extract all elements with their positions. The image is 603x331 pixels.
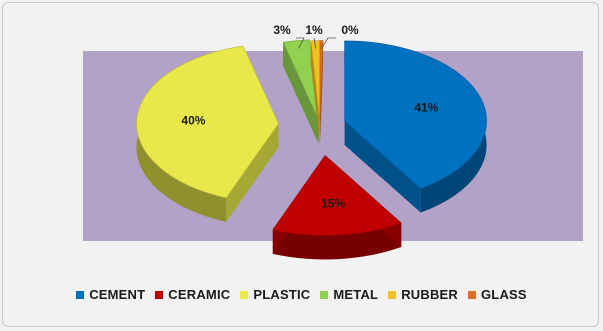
data-label-metal: 3% [273,23,291,37]
data-label-rubber: 1% [305,23,323,37]
legend-label-metal: METAL [333,287,379,302]
legend-label-rubber: RUBBER [401,287,458,302]
legend-label-ceramic: CERAMIC [168,287,231,302]
data-label-plastic: 40% [181,114,205,128]
legend-swatch-cement [76,290,85,299]
pie-slice-ceramic [272,155,402,260]
legend-swatch-ceramic [155,290,164,299]
pie-slice-top-plastic [136,45,279,199]
legend-item-metal: METAL [320,287,378,302]
legend-item-glass: GLASS [468,287,527,302]
pie-slice-edge-rubber-0 [310,40,320,145]
legend-swatch-metal [320,290,329,299]
leader-line-glass [321,37,336,49]
pie-slice-top-metal [282,39,319,120]
legend-swatch-rubber [388,290,397,299]
pie-slice-edge-plastic-0 [226,123,279,222]
data-label-glass: 0% [341,23,359,37]
pie-slice-glass [319,40,324,145]
legend-item-rubber: RUBBER [388,287,458,302]
pie-slice-edge-cement-1 [344,120,421,213]
pie-slice-rubber [310,40,321,145]
pie-slice-edge-metal-0 [283,42,319,144]
data-label-ceramic: 15% [321,196,345,210]
pie-slice-top-glass [319,40,324,121]
legend-label-plastic: PLASTIC [253,287,311,302]
pie-slice-top-ceramic [272,155,402,236]
legend: CEMENT CERAMIC PLASTIC METAL RUBBER GLAS… [0,287,603,302]
leader-line-metal [296,37,305,49]
legend-item-plastic: PLASTIC [240,287,310,302]
pie-slice-side-ceramic [272,223,402,260]
pie-slice-plastic [136,45,279,222]
leader-line-rubber [313,37,317,49]
legend-swatch-plastic [240,290,249,299]
pie-slice-top-cement [344,40,487,189]
legend-label-cement: CEMENT [89,287,146,302]
legend-swatch-glass [468,290,476,299]
legend-item-cement: CEMENT [76,287,145,302]
pie-slice-top-rubber [310,40,321,121]
legend-label-glass: GLASS [481,287,527,302]
legend-item-ceramic: CERAMIC [155,287,230,302]
pie-slice-cement [344,40,487,213]
data-label-cement: 41% [414,101,438,115]
